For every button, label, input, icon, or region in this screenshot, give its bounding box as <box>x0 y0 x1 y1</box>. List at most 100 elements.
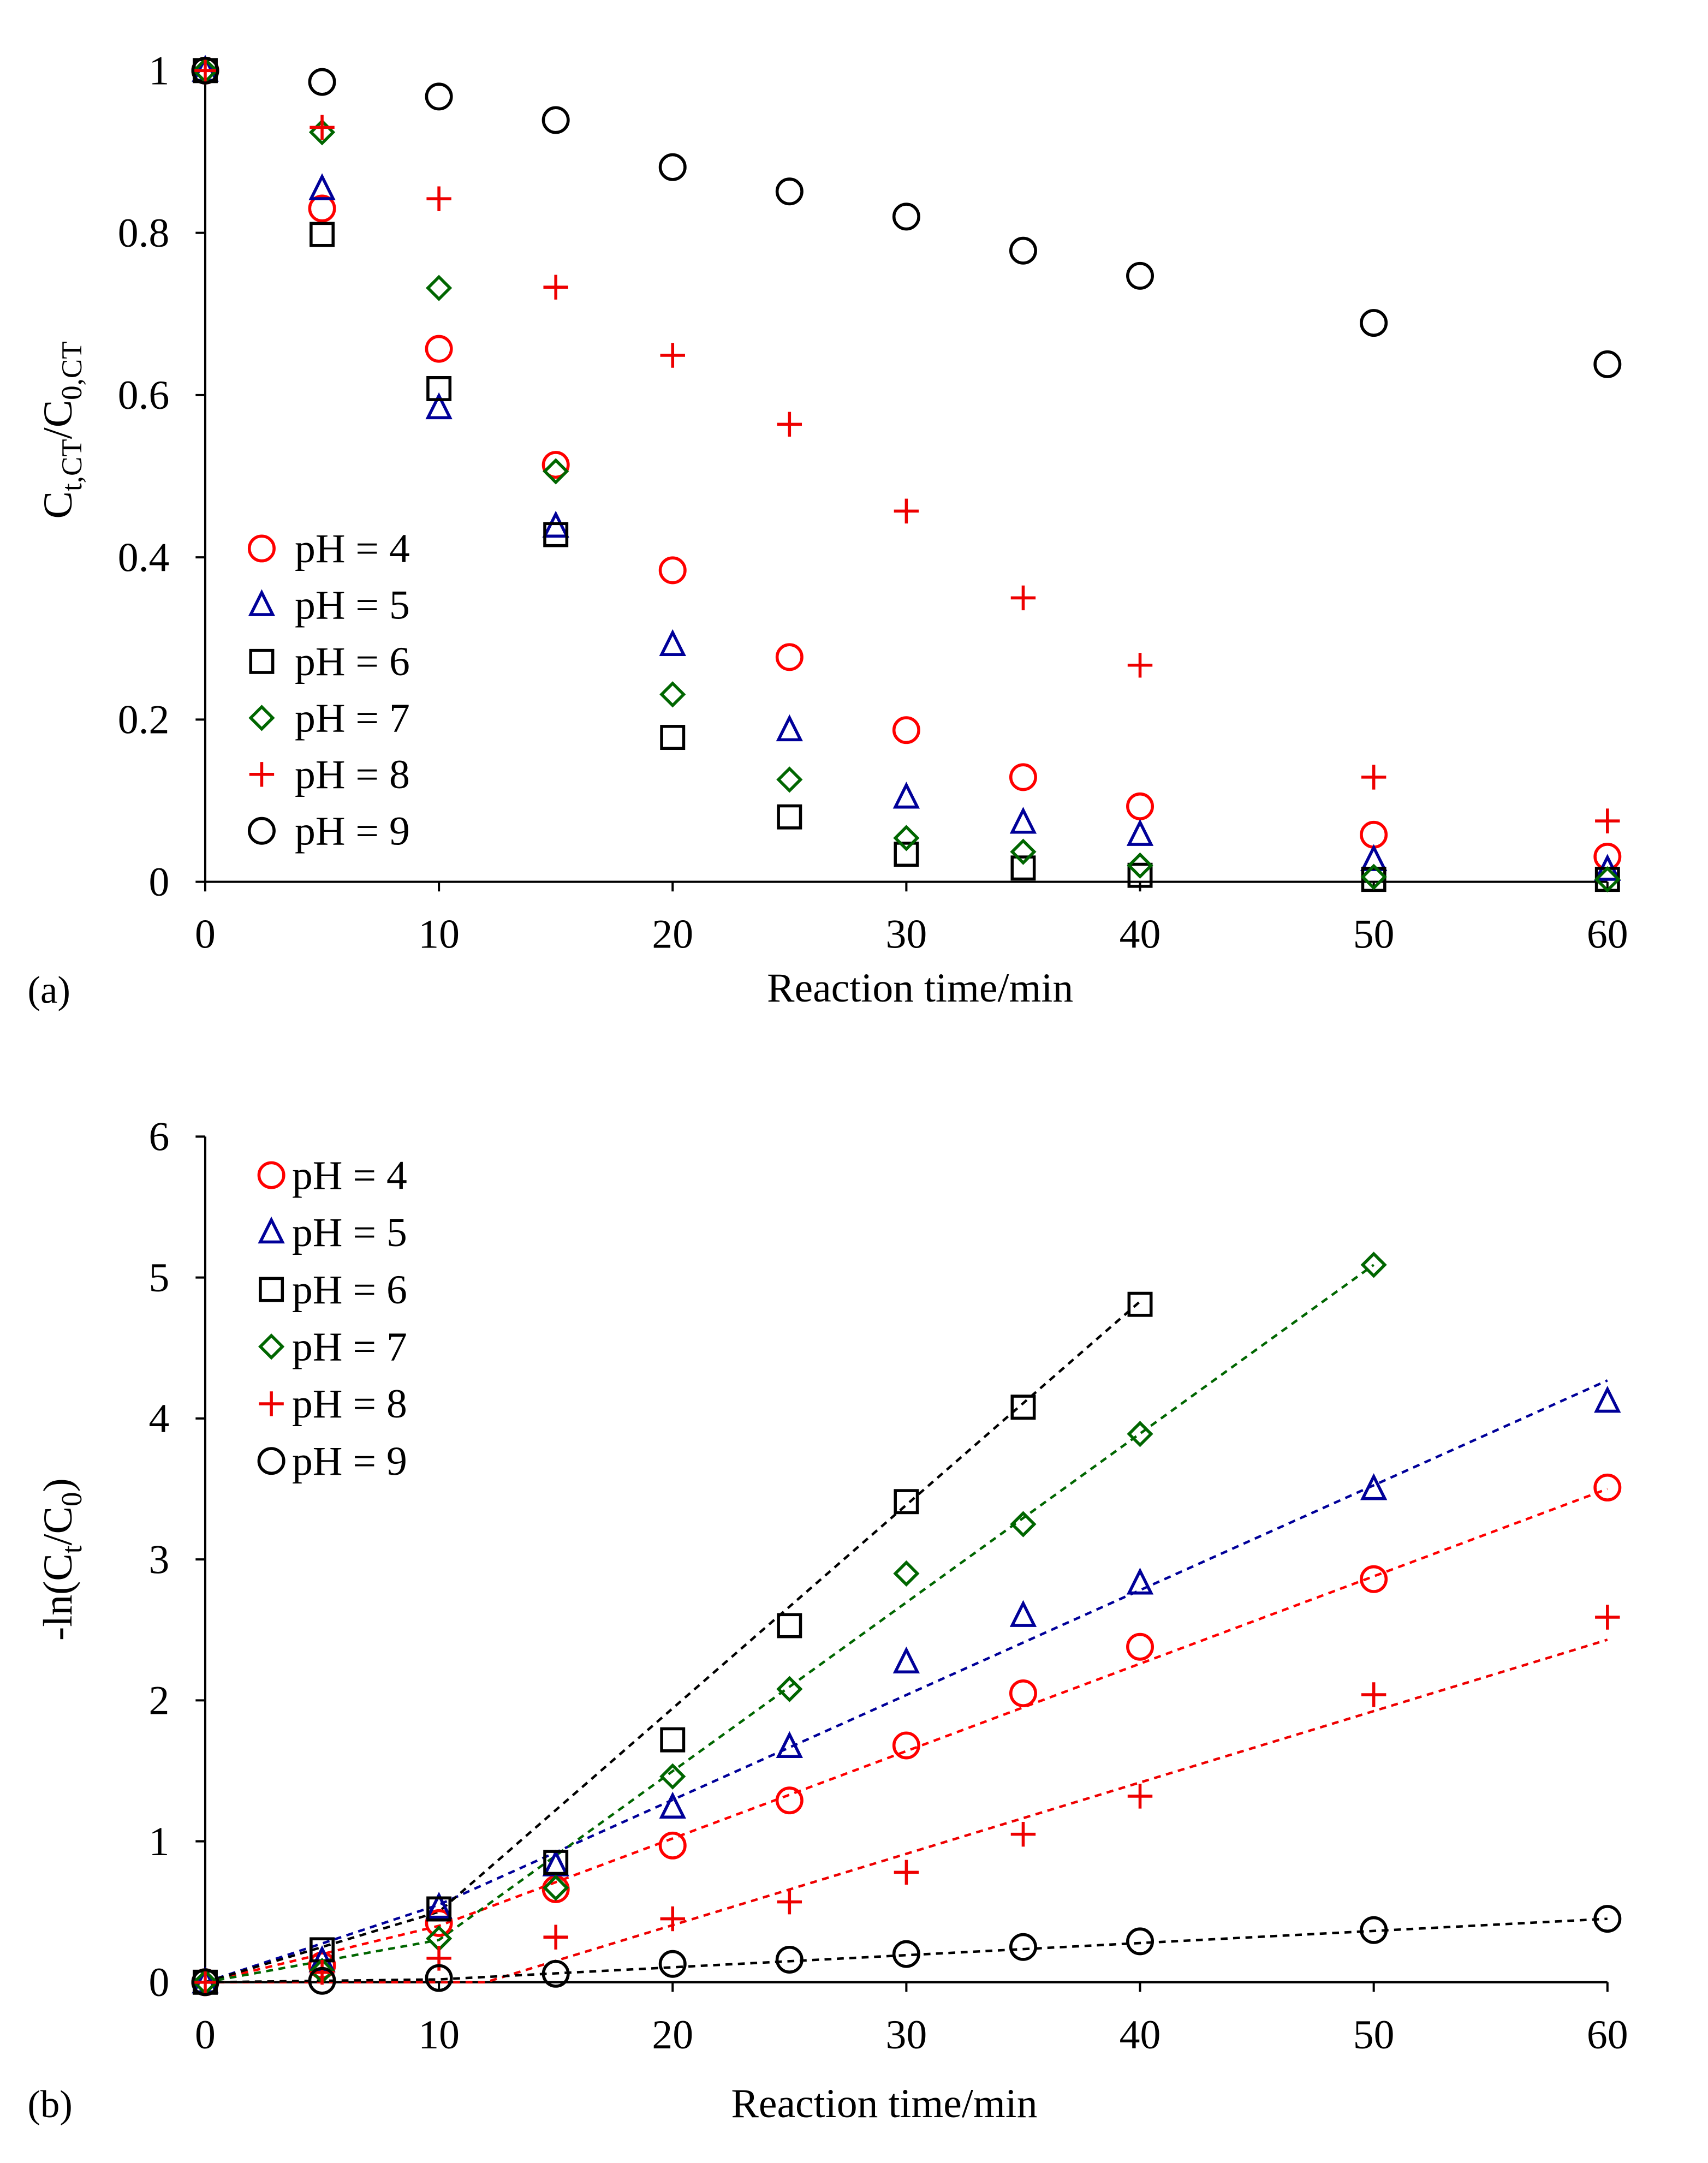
data-point-pH5 <box>1009 1600 1037 1627</box>
data-point-pH4 <box>892 716 920 744</box>
data-point-pH7 <box>1594 866 1621 893</box>
data-point-pH8 <box>660 343 685 368</box>
data-point-pH5 <box>776 1731 803 1758</box>
fit-line-pH7 <box>205 1264 1374 1984</box>
data-point-pH5 <box>659 629 686 657</box>
ylabel-sub: 0,CT <box>56 341 88 400</box>
data-point-pH6 <box>543 522 569 547</box>
data-point-pH8 <box>894 1860 919 1885</box>
y-tick-label: 5 <box>149 1255 170 1301</box>
data-point-pH9 <box>541 1959 570 1988</box>
x-tick-label: 30 <box>886 912 927 957</box>
data-point-pH8 <box>777 1889 802 1915</box>
data-point-pH9 <box>775 177 804 206</box>
panel-b-x-axis-title: Reaction time/min <box>731 2081 1037 2126</box>
data-point-pH7 <box>1010 838 1037 865</box>
panel-b-label: (b) <box>27 2083 72 2126</box>
data-point-pH6 <box>426 1896 452 1922</box>
data-point-pH5 <box>308 173 336 200</box>
y-tick-label: 0.8 <box>118 211 170 256</box>
data-point-pH5 <box>1594 1385 1621 1413</box>
data-point-pH7 <box>659 1763 686 1790</box>
data-point-pH8 <box>1127 1784 1153 1809</box>
legend-label-pH8: pH = 8 <box>295 752 410 797</box>
data-point-pH5 <box>1126 1568 1154 1595</box>
legend-marker-pH6 <box>259 1277 284 1302</box>
data-point-pH9 <box>1126 1927 1154 1956</box>
data-point-pH9 <box>1593 1905 1622 1933</box>
data-point-pH7 <box>776 1676 803 1702</box>
data-point-pH8 <box>1361 765 1386 790</box>
data-point-pH4 <box>308 194 336 223</box>
y-tick-label: 0 <box>149 860 170 905</box>
data-point-pH9 <box>1009 1933 1037 1961</box>
data-point-pH9 <box>1360 1916 1388 1944</box>
data-point-pH6 <box>543 1850 569 1875</box>
legend-label-pH6: pH = 6 <box>292 1267 407 1313</box>
data-point-pH4 <box>775 1786 804 1815</box>
x-tick-label: 10 <box>418 2012 460 2058</box>
x-tick-label: 40 <box>1120 2012 1161 2058</box>
data-point-pH9 <box>425 1964 453 1992</box>
panel-b-y-axis-title: -ln(Ct/C0) <box>35 1478 88 1641</box>
ylabel-sub: t,CT <box>56 439 88 491</box>
legend-label-pH9: pH = 9 <box>292 1439 407 1484</box>
data-point-pH4 <box>1360 820 1388 849</box>
data-point-pH4 <box>541 451 570 479</box>
data-point-pH9 <box>191 1968 219 1997</box>
data-point-pH6 <box>660 1727 686 1753</box>
data-point-pH8 <box>894 498 919 524</box>
x-tick-label: 20 <box>652 2012 693 2058</box>
data-point-pH4 <box>892 1731 920 1760</box>
data-point-pH7 <box>426 275 453 301</box>
x-tick-label: 60 <box>1587 2012 1628 2058</box>
x-tick-label: 0 <box>195 912 216 957</box>
legend-marker-pH7 <box>258 1333 285 1360</box>
y-tick-label: 2 <box>149 1678 170 1724</box>
data-point-pH7 <box>1360 1252 1387 1278</box>
data-point-pH8 <box>543 275 568 300</box>
legend-marker-pH5 <box>248 589 276 616</box>
data-point-pH8 <box>426 186 451 211</box>
x-tick-label: 30 <box>886 2012 927 2058</box>
data-point-pH5 <box>425 392 453 420</box>
data-point-pH4 <box>1009 1679 1037 1707</box>
data-point-pH7 <box>659 681 686 708</box>
ylabel-part: -ln(C <box>35 1553 81 1641</box>
y-tick-label: 0.6 <box>118 373 170 418</box>
legend-marker-pH4 <box>257 1161 285 1189</box>
data-point-pH4 <box>775 643 804 671</box>
legend-label-pH7: pH = 7 <box>295 696 410 741</box>
data-point-pH4 <box>658 1831 687 1860</box>
data-point-pH5 <box>892 782 920 809</box>
panel-a-x-axis-title: Reaction time/min <box>767 966 1073 1011</box>
data-point-pH7 <box>1360 863 1387 890</box>
legend-marker-pH5 <box>258 1216 285 1244</box>
data-point-pH8 <box>660 1906 685 1932</box>
data-point-pH9 <box>1360 309 1388 337</box>
legend-marker-pH4 <box>247 534 276 563</box>
data-point-pH8 <box>1361 1682 1386 1707</box>
ylabel-part: ) <box>35 1478 81 1492</box>
data-point-pH5 <box>776 714 803 742</box>
x-tick-label: 60 <box>1587 912 1628 957</box>
data-point-pH5 <box>892 1646 920 1674</box>
y-tick-label: 1 <box>149 1819 170 1864</box>
data-point-pH6 <box>1010 1395 1036 1420</box>
data-point-pH8 <box>1127 653 1153 678</box>
data-point-pH7 <box>1010 1511 1037 1538</box>
data-point-pH8 <box>777 412 802 437</box>
y-tick-label: 6 <box>149 1115 170 1160</box>
data-point-pH8 <box>310 115 335 140</box>
data-point-pH7 <box>1127 852 1153 879</box>
legend-label-pH8: pH = 8 <box>292 1381 407 1427</box>
legend-marker-pH9 <box>247 817 276 845</box>
data-point-pH7 <box>776 766 803 793</box>
y-tick-label: 1 <box>149 49 170 94</box>
fit-line-pH5 <box>205 1379 1608 1983</box>
data-point-pH8 <box>1595 808 1620 833</box>
legend-label-pH9: pH = 9 <box>295 808 410 854</box>
y-tick-label: 4 <box>149 1396 170 1441</box>
data-point-pH9 <box>308 1967 336 1995</box>
